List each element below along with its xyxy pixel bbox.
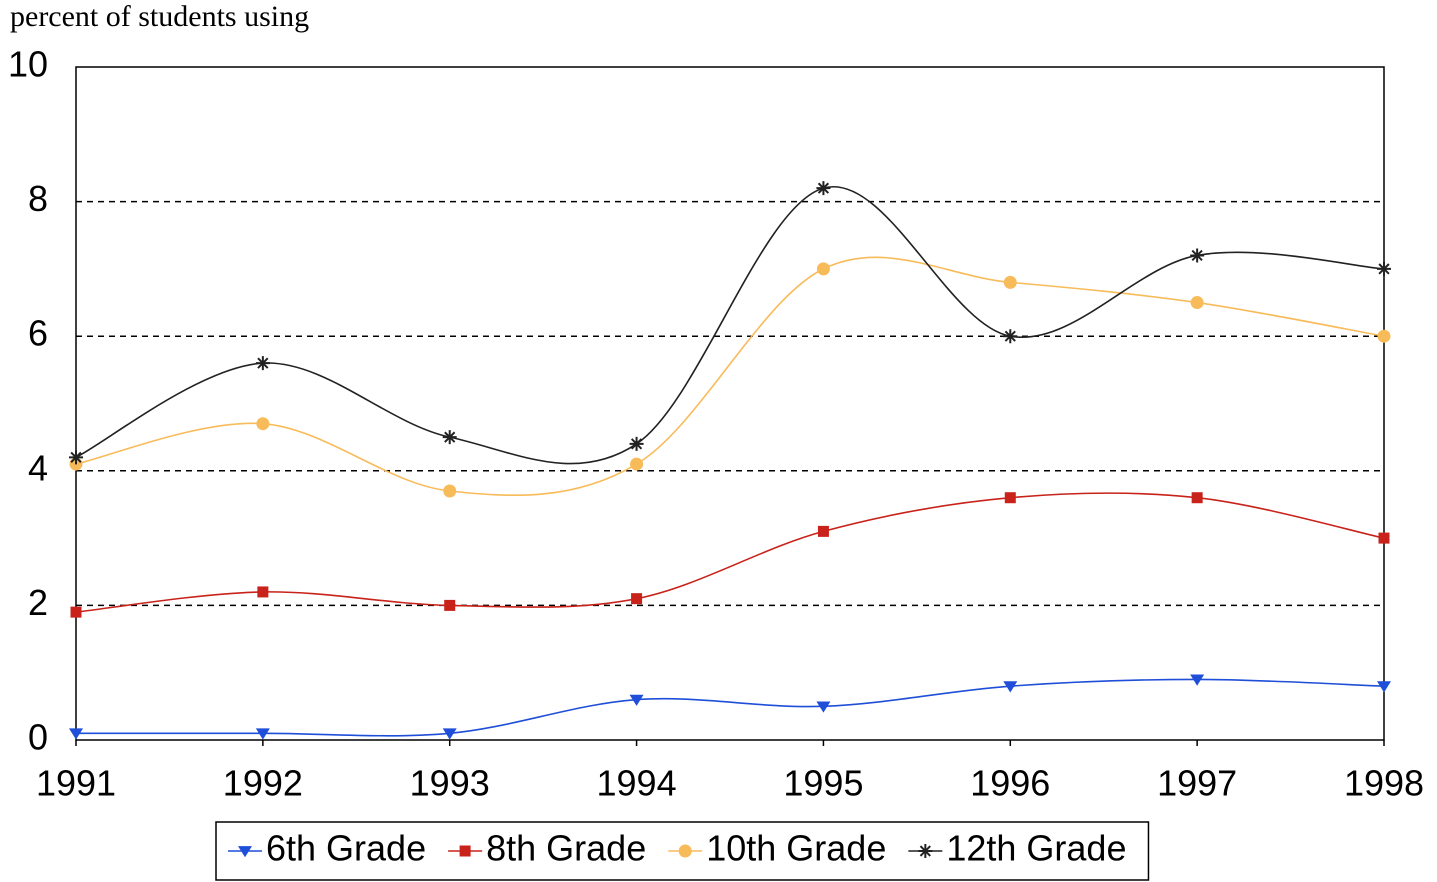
marker — [256, 417, 270, 431]
y-tick-label: 0 — [28, 717, 48, 758]
marker — [459, 845, 471, 857]
marker — [678, 844, 692, 858]
marker — [816, 181, 831, 196]
marker — [255, 728, 270, 740]
y-tick-label: 6 — [28, 313, 48, 354]
marker — [69, 450, 83, 465]
y-tick-label: 4 — [28, 447, 48, 488]
marker — [1003, 275, 1017, 289]
marker — [1378, 532, 1390, 544]
series-line — [76, 678, 1385, 737]
marker — [442, 430, 457, 445]
marker — [1003, 329, 1018, 344]
marker — [816, 262, 830, 276]
y-axis-label: percent of students using — [10, 0, 309, 33]
y-tick-label: 10 — [8, 44, 48, 85]
marker — [918, 844, 933, 858]
marker — [1004, 492, 1016, 504]
x-tick-label: 1992 — [223, 763, 303, 804]
marker — [1190, 674, 1205, 686]
marker — [1190, 296, 1204, 310]
legend-label: 6th Grade — [266, 828, 426, 869]
x-tick-label: 1995 — [783, 763, 863, 804]
series-line — [75, 256, 1385, 497]
series-line — [75, 185, 1385, 465]
marker — [630, 457, 644, 471]
marker — [629, 436, 644, 451]
marker — [255, 356, 270, 371]
series-line — [75, 492, 1385, 613]
marker — [70, 606, 82, 618]
plot-frame — [75, 66, 1385, 741]
x-tick-label: 1996 — [970, 763, 1050, 804]
marker — [443, 484, 457, 498]
x-tick-label: 1991 — [36, 763, 116, 804]
legend: 6th Grade 8th Grade 10th Grade 12th Grade — [215, 821, 1150, 881]
marker — [1377, 329, 1391, 343]
marker — [1377, 261, 1391, 276]
x-tick-label: 1993 — [410, 763, 490, 804]
marker — [1191, 492, 1203, 504]
x-tick-label: 1997 — [1157, 763, 1237, 804]
marker — [816, 701, 831, 713]
legend-label: 12th Grade — [946, 828, 1126, 869]
marker — [69, 728, 83, 740]
legend-label: 8th Grade — [486, 828, 646, 869]
marker — [1377, 681, 1391, 693]
marker — [1003, 681, 1018, 693]
marker — [444, 599, 456, 611]
marker — [257, 586, 269, 598]
legend-label: 10th Grade — [706, 828, 886, 869]
x-tick-label: 1998 — [1344, 763, 1424, 804]
y-tick-label: 8 — [28, 178, 48, 219]
marker — [631, 593, 643, 605]
marker — [1190, 248, 1205, 263]
marker — [629, 694, 644, 706]
marker — [238, 846, 252, 858]
y-tick-label: 2 — [28, 582, 48, 623]
marker — [442, 728, 457, 740]
marker — [817, 525, 829, 537]
x-tick-label: 1994 — [597, 763, 677, 804]
